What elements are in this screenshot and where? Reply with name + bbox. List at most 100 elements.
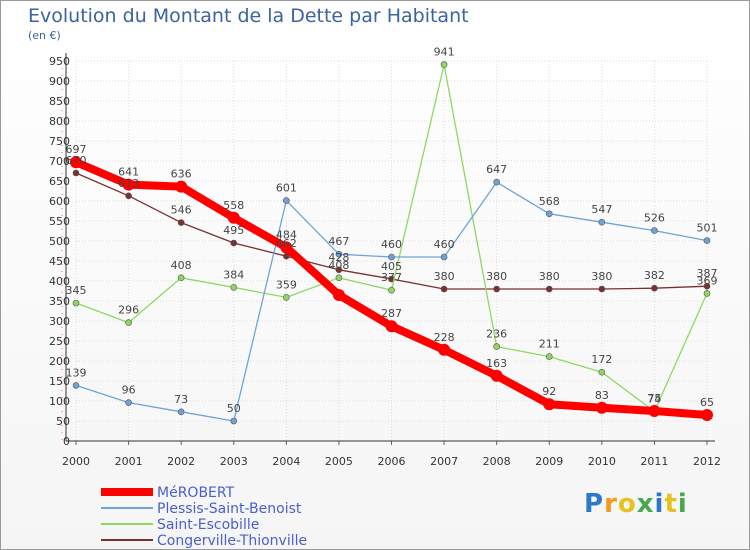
data-label: 92 [542,385,556,398]
y-tick-label: 150 [49,375,70,388]
y-tick-label: 500 [49,235,70,248]
data-point [703,282,711,290]
y-tick-label: 600 [49,195,70,208]
data-label: 163 [486,357,507,370]
data-label: 697 [66,143,87,156]
x-tick-label: 2002 [167,455,195,468]
data-point [490,369,503,382]
y-tick-label: 700 [49,155,70,168]
data-label: 211 [539,338,560,351]
logo-letter: x [636,489,655,519]
y-tick-label: 50 [56,415,70,428]
data-point [280,241,293,254]
legend-label: Plessis-Saint-Benoist [157,501,302,517]
data-point [177,274,185,282]
x-tick-label: 2005 [325,455,353,468]
y-tick-label: 800 [49,115,70,128]
data-point [438,343,451,356]
y-tick-label: 750 [49,135,70,148]
data-point [72,299,80,307]
data-point [493,343,500,350]
data-label: 65 [700,396,714,409]
data-point [227,211,240,224]
data-point [230,417,238,425]
data-point [493,285,500,293]
y-axis: 0501001502002503003504004505005506006507… [49,53,70,448]
data-label: 75 [647,392,661,405]
data-label: 647 [486,163,507,176]
x-tick-label: 2009 [535,455,563,468]
chart-title: Evolution du Montant de la Dette par Hab… [28,5,469,27]
data-point [440,285,448,293]
data-point [177,408,185,416]
data-label: 172 [591,353,612,366]
logo-letter: i [654,489,665,519]
x-tick-label: 2006 [378,455,406,468]
y-tick-label: 350 [49,295,70,308]
data-label: 359 [276,278,297,291]
data-label: 546 [171,204,192,217]
legend: MéROBERTPlessis-Saint-BenoistSaint-Escob… [101,485,307,549]
data-point [545,353,553,360]
data-point [72,169,80,177]
x-tick-label: 2000 [62,455,90,468]
data-label: 296 [118,304,139,317]
x-tick-label: 2012 [693,455,721,468]
data-point [440,61,448,68]
x-tick-label: 2011 [640,455,668,468]
x-tick-label: 2007 [430,455,458,468]
x-tick-label: 2001 [115,455,143,468]
data-point [598,285,606,293]
data-point [177,219,185,226]
data-point [388,253,395,261]
data-label: 382 [644,269,665,282]
data-label: 228 [434,331,455,344]
data-point [70,156,82,169]
data-label: 428 [328,251,349,264]
data-point [332,289,345,301]
data-label: 670 [66,154,87,167]
logo-letter: r [604,489,618,519]
data-label: 380 [591,270,612,283]
data-point [230,284,238,291]
data-label: 139 [66,366,87,379]
x-axis: 2000 2001 2002 2003 2004 2005 2006 2007 2008 2009… [62,440,721,468]
data-label: 547 [591,203,612,216]
data-point [122,178,135,191]
x-tick-label: 2004 [272,455,300,468]
data-label: 380 [539,270,560,283]
data-point [651,284,658,292]
y-tick-label: 950 [49,55,70,68]
y-tick-label: 450 [49,255,70,268]
data-point [335,250,343,258]
data-label: 467 [328,235,349,248]
series-group [70,61,713,425]
data-point [701,409,713,421]
proxiti-logo: Proxiti [584,489,688,519]
data-label: 96 [122,384,136,397]
data-label: 287 [381,307,402,320]
data-point [648,405,661,417]
data-point [283,197,290,204]
data-point [545,285,553,293]
logo-letter: t [664,489,678,519]
data-point [651,227,658,234]
data-label: 641 [118,166,139,179]
legend-label: Congerville-Thionville [157,533,307,549]
data-label: 941 [434,46,455,59]
data-label: 460 [434,238,455,251]
data-point [125,192,132,200]
data-point [230,239,238,247]
data-label: 484 [276,228,297,241]
logo-letter: P [584,489,605,519]
data-label: 384 [223,268,244,281]
data-point [72,382,80,389]
data-label: 601 [276,182,297,195]
data-label: 495 [223,224,244,237]
x-tick-label: 2003 [220,455,248,468]
data-label: 501 [697,222,718,235]
data-point [388,286,395,294]
data-label: 380 [486,270,507,283]
data-point [545,210,553,218]
